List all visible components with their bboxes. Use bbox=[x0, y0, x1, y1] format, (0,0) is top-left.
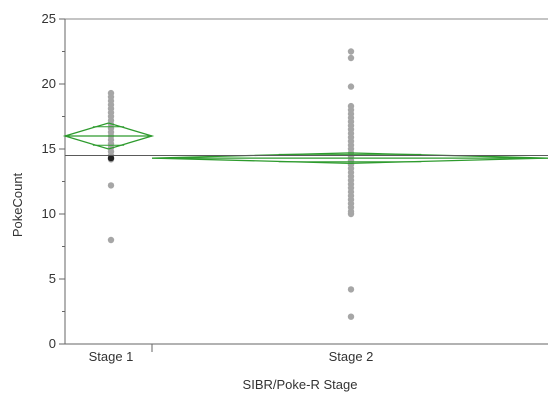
y-tick-label: 20 bbox=[42, 76, 56, 91]
data-point bbox=[347, 313, 355, 320]
data-point bbox=[347, 54, 355, 62]
y-tick-label: 15 bbox=[42, 141, 56, 156]
data-point-highlighted bbox=[107, 154, 115, 162]
data-point bbox=[347, 83, 355, 90]
data-point bbox=[347, 210, 355, 218]
data-point bbox=[107, 182, 115, 189]
x-tick-label: Stage 2 bbox=[329, 349, 374, 364]
y-tick-label: 10 bbox=[42, 206, 56, 221]
y-tick-label: 0 bbox=[49, 336, 56, 351]
y-axis-title: PokeCount bbox=[10, 172, 25, 237]
x-tick-label: Stage 1 bbox=[89, 349, 134, 364]
data-point bbox=[107, 236, 115, 244]
data-point bbox=[347, 48, 355, 55]
x-axis: Stage 1 Stage 2 bbox=[65, 343, 548, 364]
y-tick-label: 25 bbox=[42, 11, 56, 26]
data-points bbox=[107, 48, 355, 320]
x-axis-title: SIBR/Poke-R Stage bbox=[243, 377, 358, 392]
data-point bbox=[347, 286, 355, 293]
y-axis: 0 5 10 15 20 25 bbox=[42, 11, 66, 351]
means-diamonds bbox=[62, 122, 548, 164]
y-tick-label: 5 bbox=[49, 271, 56, 286]
